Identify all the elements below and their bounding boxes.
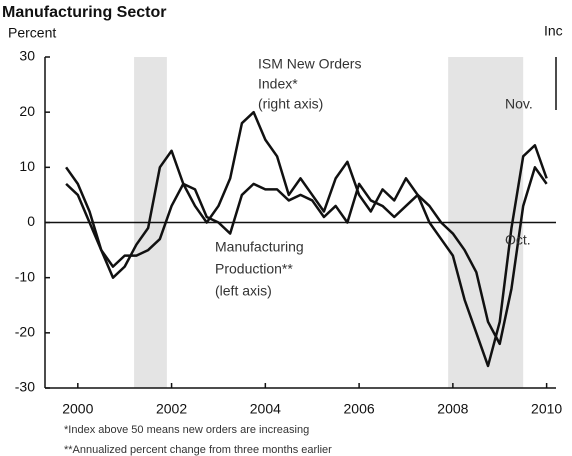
annotation: Nov. [505,96,533,112]
x-tick-label: 2010 [531,401,562,417]
y-tick-label: 0 [27,213,35,229]
y-axis-label: Percent [8,25,56,41]
y2-axis-label: Inc [544,23,563,39]
chart-title: Manufacturing Sector [2,4,166,21]
y-tick-label: 30 [19,48,35,64]
y-tick-label: -10 [15,268,35,284]
series-line [65,110,548,368]
x-tick-label: 2008 [437,401,468,417]
annotation: Index* [258,76,298,92]
footnote: **Annualized percent change from three m… [64,444,332,456]
y-tick-label: 20 [19,103,35,119]
series-line [65,166,548,346]
y-tick-label: -30 [15,379,35,395]
y-tick-label: -20 [15,324,35,340]
x-tick-label: 2006 [344,401,375,417]
annotation: Production** [215,261,293,277]
y-tick-label: 10 [19,158,35,174]
footnote: *Index above 50 means new orders are inc… [64,424,309,436]
annotation: (left axis) [215,283,272,299]
annotation: (right axis) [258,96,323,112]
annotation: ISM New Orders [258,56,361,72]
x-tick-label: 2002 [156,401,187,417]
annotation: Manufacturing [215,239,304,255]
annotation: Oct. [505,232,531,248]
x-tick-label: 2004 [250,401,281,417]
x-tick-label: 2000 [62,401,93,417]
